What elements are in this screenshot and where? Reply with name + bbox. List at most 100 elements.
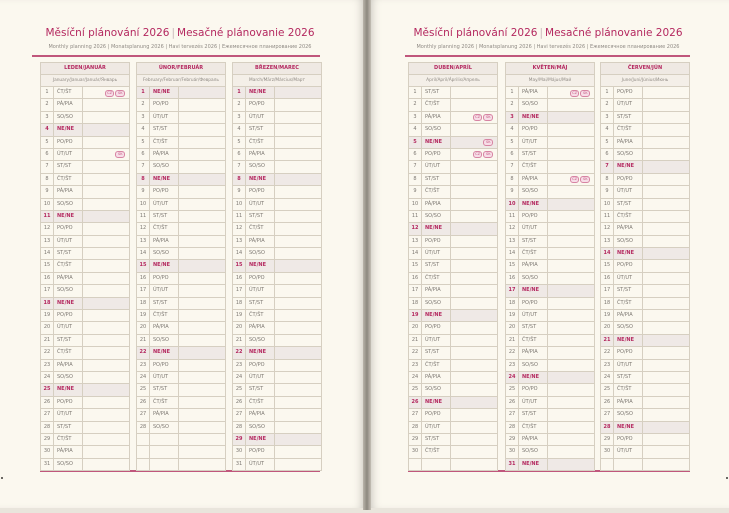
day-row[interactable]: 6 ST/ST [506,148,594,162]
day-row[interactable]: 5 ÚT/UT [506,136,594,149]
day-row[interactable]: 8 NE/NE [233,173,321,187]
day-row[interactable]: 4 PO/PO [506,124,594,137]
day-row[interactable]: 25 ČT/ŠT [601,384,689,397]
day-row[interactable]: 20 ST/ST [506,322,594,335]
day-row[interactable]: 23 SO/SO [506,359,594,372]
day-row[interactable]: 24 ST/ST [601,371,689,385]
day-row[interactable]: 6 ÚT/UT SK [41,148,129,162]
day-row[interactable]: 16 ÚT/UT [601,272,689,286]
day-row[interactable]: 4 SO/SO [409,124,497,137]
day-row[interactable]: 21 SO/SO [137,334,225,348]
day-row[interactable]: 2 ÚT/UT [601,99,689,112]
day-row[interactable] [137,446,225,459]
day-row[interactable]: 11 SO/SO [409,210,497,224]
day-row[interactable]: 15 ČT/ŠT [41,260,129,273]
day-row[interactable]: 31 ÚT/UT [233,458,321,471]
day-row[interactable]: 12 NE/NE [409,223,497,236]
day-row[interactable]: 27 SO/SO [601,409,689,422]
day-row[interactable]: 1 ČT/ŠT CZ SK [41,87,129,100]
day-row[interactable]: 28 SO/SO [137,421,225,434]
day-row[interactable]: 28 NE/NE [601,421,689,434]
day-row[interactable]: 24 ÚT/UT [233,371,321,385]
day-row[interactable]: 4 ST/ST [137,124,225,137]
day-row[interactable]: 21 ČT/ŠT [506,334,594,348]
day-row[interactable]: 22 NE/NE [137,347,225,360]
day-note-field[interactable]: CZ SK [451,112,497,123]
day-row[interactable]: 27 PÁ/PIA [233,409,321,422]
day-row[interactable]: 13 ÚT/UT [41,235,129,249]
day-row[interactable]: 11 ST/ST [233,210,321,224]
day-row[interactable]: 2 SO/SO [506,99,594,112]
day-row[interactable]: 11 ST/ST [137,210,225,224]
day-row[interactable]: 1 ST/ST [409,87,497,100]
day-row[interactable]: 26 ÚT/UT [506,396,594,410]
day-row[interactable]: 9 ČT/ŠT [409,186,497,199]
day-row[interactable]: 30 ČT/ŠT [409,446,497,459]
day-row[interactable]: 25 PO/PO [506,384,594,397]
day-row[interactable]: 30 PÁ/PIA [41,446,129,459]
day-row[interactable]: 12 ČT/ŠT [137,223,225,236]
day-row[interactable]: 10 ÚT/UT [137,198,225,211]
day-row[interactable]: 11 PO/PO [506,210,594,224]
day-row[interactable]: 26 ČT/ŠT [233,396,321,410]
day-row[interactable]: 13 ST/ST [506,235,594,249]
day-row[interactable]: 15 NE/NE [137,260,225,273]
day-row[interactable]: 4 NE/NE [41,124,129,137]
day-note-field[interactable]: CZ SK [548,87,594,98]
day-row[interactable]: 26 NE/NE [409,396,497,410]
day-row[interactable]: 8 ČT/ŠT [41,173,129,187]
day-row[interactable]: 9 ÚT/UT [601,186,689,199]
day-row[interactable]: 18 SO/SO [409,297,497,311]
day-row[interactable]: 14 NE/NE [601,248,689,261]
day-row[interactable]: 31 SO/SO [41,458,129,471]
day-row[interactable]: 29 ČT/ŠT [41,433,129,447]
day-row[interactable]: 10 NE/NE [506,198,594,211]
day-row[interactable]: 30 SO/SO [506,446,594,459]
day-row[interactable]: 1 PÁ/PIA CZ SK [506,87,594,100]
day-row[interactable]: 7 ST/ST [41,161,129,174]
day-row[interactable]: 28 ČT/ŠT [506,421,594,434]
day-row[interactable]: 18 ST/ST [233,297,321,311]
day-row[interactable]: 3 ÚT/UT [137,111,225,125]
day-row[interactable]: 2 PO/PO [137,99,225,112]
day-note-field[interactable]: CZ SK [451,149,497,160]
day-row[interactable]: 24 ÚT/UT [137,371,225,385]
day-row[interactable]: 31 NE/NE [506,458,594,471]
day-row[interactable]: 27 ÚT/UT [41,409,129,422]
day-row[interactable]: 18 PO/PO [506,297,594,311]
day-row[interactable]: 18 ČT/ŠT [601,297,689,311]
day-note-field[interactable]: SK [83,149,129,160]
day-row[interactable]: 18 ST/ST [137,297,225,311]
day-row[interactable]: 24 PÁ/PIA [409,371,497,385]
day-row[interactable]: 5 PÁ/PIA [601,136,689,149]
day-row[interactable]: 1 PO/PO [601,87,689,100]
day-row[interactable]: 29 NE/NE [233,433,321,447]
day-row[interactable]: 28 SO/SO [233,421,321,434]
day-row[interactable]: 10 SO/SO [41,198,129,211]
day-row[interactable]: 7 SO/SO [233,161,321,174]
day-row[interactable]: 17 NE/NE [506,285,594,298]
day-row[interactable]: 12 ÚT/UT [506,223,594,236]
day-row[interactable]: 5 PO/PO [41,136,129,149]
day-row[interactable]: 2 PÁ/PIA [41,99,129,112]
day-row[interactable]: 25 NE/NE [41,384,129,397]
day-row[interactable]: 13 PÁ/PIA [233,235,321,249]
day-row[interactable]: 12 PO/PO [41,223,129,236]
day-row[interactable]: 27 PO/PO [409,409,497,422]
day-row[interactable]: 3 SO/SO [41,111,129,125]
day-row[interactable]: 6 PÁ/PIA [137,148,225,162]
day-row[interactable]: 14 SO/SO [137,248,225,261]
day-row[interactable]: 7 ÚT/UT [409,161,497,174]
day-row[interactable]: 6 PÁ/PIA [233,148,321,162]
day-row[interactable]: 30 ÚT/UT [601,446,689,459]
day-row[interactable]: 17 PÁ/PIA [409,285,497,298]
day-row[interactable]: 17 ST/ST [601,285,689,298]
day-row[interactable] [137,458,225,471]
day-row[interactable]: 27 ST/ST [506,409,594,422]
day-row[interactable]: 14 SO/SO [233,248,321,261]
day-row[interactable]: 22 NE/NE [233,347,321,360]
day-row[interactable]: 21 SO/SO [233,334,321,348]
day-row[interactable]: 19 NE/NE [409,310,497,323]
day-row[interactable]: 3 NE/NE [506,111,594,125]
day-row[interactable]: 20 PO/PO [409,322,497,335]
